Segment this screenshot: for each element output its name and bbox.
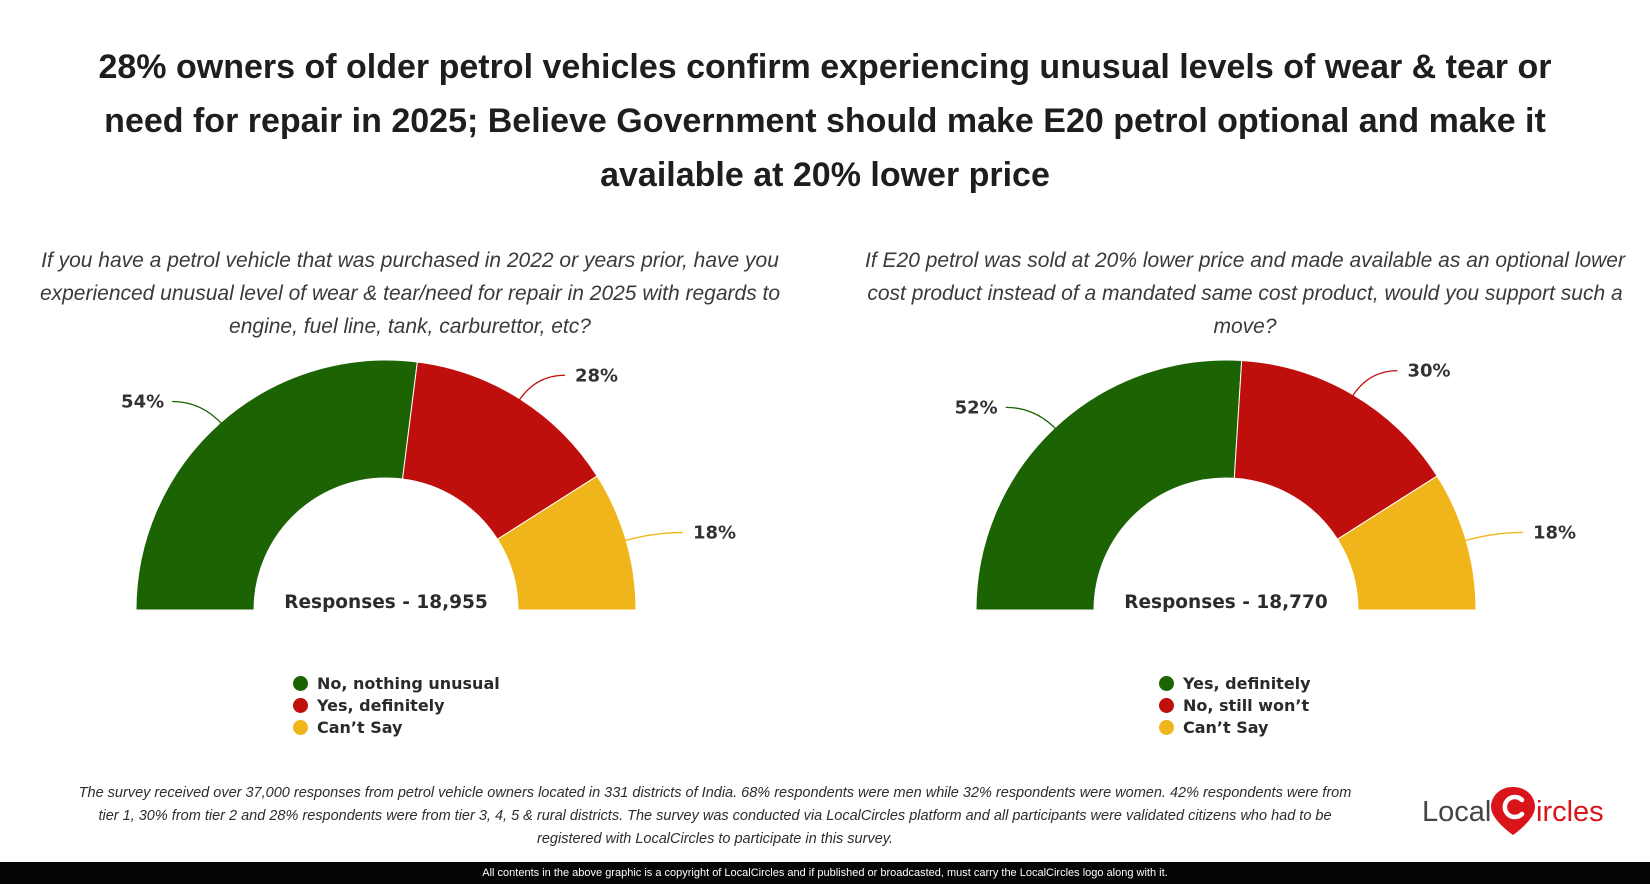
legend-swatch-green: [1159, 675, 1174, 691]
legend-label: No, still won’t: [1183, 695, 1310, 715]
localcircles-logo: Local ircles: [1422, 787, 1604, 835]
leader-line: [1350, 370, 1398, 399]
chart-1-legend: No, nothing unusual Yes, definitely Can’…: [293, 672, 500, 738]
leader-line: [517, 374, 565, 403]
copyright-footer: All contents in the above graphic is a c…: [0, 862, 1650, 884]
donut-slice: [135, 359, 418, 611]
page-title: 28% owners of older petrol vehicles conf…: [98, 48, 1552, 194]
data-label: 30%: [1408, 361, 1451, 382]
logo-pin-icon: [1491, 787, 1535, 835]
donut-slice: [975, 359, 1243, 611]
data-label: 54%: [121, 391, 164, 412]
legend-item: Yes, definitely: [1159, 672, 1311, 694]
legend-label: Yes, definitely: [1183, 673, 1311, 693]
responses-count: Responses - 18,770: [1124, 592, 1327, 613]
data-label: 28%: [575, 365, 618, 386]
donut-slice: [1233, 359, 1438, 540]
legend-item: Can’t Say: [1159, 716, 1311, 738]
donut-slice: [496, 475, 637, 611]
legend-swatch-red: [293, 697, 308, 713]
logo-text-left: Local: [1422, 796, 1491, 828]
chart-2-legend: Yes, definitely No, still won’t Can’t Sa…: [1159, 672, 1311, 738]
legend-swatch-green: [293, 675, 308, 691]
legend-label: Can’t Say: [317, 717, 403, 737]
legend-item: Yes, definitely: [293, 694, 500, 716]
legend-item: Can’t Say: [293, 716, 500, 738]
legend-swatch-yellow: [1159, 719, 1174, 735]
data-label: 18%: [1533, 522, 1576, 543]
donut-slice: [1336, 475, 1477, 611]
logo-text-right: ircles: [1536, 796, 1604, 828]
legend-label: Yes, definitely: [317, 695, 445, 715]
chart-1-semi-donut: 54% 28% 18% Responses - 18,955: [121, 359, 736, 613]
data-label: 52%: [955, 397, 998, 418]
chart-2-question: If E20 petrol was sold at 20% lower pric…: [865, 249, 1625, 338]
leader-line: [1462, 531, 1523, 542]
legend-label: Can’t Say: [1183, 717, 1269, 737]
chart-2-semi-donut: 52% 30% 18% Responses - 18,770: [955, 359, 1576, 613]
survey-footnote: The survey received over 37,000 response…: [78, 785, 1352, 847]
leader-line: [622, 531, 683, 542]
legend-swatch-yellow: [293, 719, 308, 735]
leader-line: [172, 400, 224, 426]
legend-item: No, nothing unusual: [293, 672, 500, 694]
responses-count: Responses - 18,955: [284, 592, 487, 613]
leader-line: [1005, 406, 1059, 432]
legend-item: No, still won’t: [1159, 694, 1311, 716]
legend-label: No, nothing unusual: [317, 673, 500, 693]
data-label: 18%: [693, 522, 736, 543]
chart-1-question: If you have a petrol vehicle that was pu…: [39, 249, 781, 338]
legend-swatch-red: [1159, 697, 1174, 713]
